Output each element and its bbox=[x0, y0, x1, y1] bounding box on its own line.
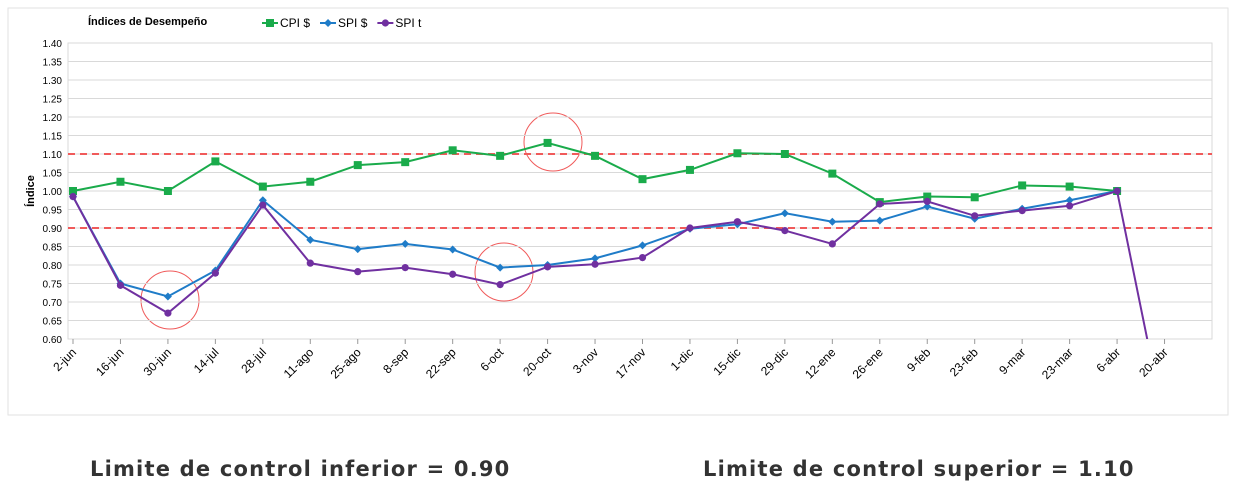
point bbox=[496, 281, 504, 289]
point bbox=[685, 165, 694, 174]
legend-marker bbox=[381, 19, 389, 27]
point bbox=[780, 209, 789, 218]
point bbox=[211, 269, 219, 277]
point bbox=[306, 259, 314, 267]
point bbox=[69, 192, 77, 201]
point bbox=[449, 270, 457, 278]
point bbox=[828, 240, 836, 248]
point bbox=[591, 260, 599, 268]
point bbox=[1066, 202, 1074, 210]
point bbox=[638, 175, 647, 184]
y-tick-label: 1.30 bbox=[43, 76, 63, 87]
y-tick-label: 0.85 bbox=[43, 243, 63, 254]
control-limit-label: Limite de control inferior = 0.90 bbox=[90, 457, 511, 481]
point bbox=[401, 239, 410, 248]
point bbox=[686, 224, 694, 232]
point bbox=[923, 202, 932, 211]
legend-marker bbox=[266, 19, 274, 27]
point bbox=[923, 192, 932, 201]
y-tick-label: 0.70 bbox=[43, 298, 63, 309]
point bbox=[448, 245, 457, 254]
chart-frame bbox=[7, 7, 1229, 416]
series-line bbox=[72, 189, 1149, 339]
point bbox=[543, 263, 552, 271]
point bbox=[401, 263, 409, 272]
legend-label: SPI $ bbox=[338, 16, 368, 30]
point bbox=[1065, 182, 1074, 191]
point bbox=[306, 177, 315, 186]
point bbox=[116, 177, 125, 186]
legend-label: SPI t bbox=[395, 16, 422, 30]
point bbox=[164, 309, 172, 317]
point bbox=[971, 212, 979, 220]
point bbox=[781, 226, 789, 235]
point bbox=[1113, 187, 1121, 195]
point bbox=[496, 151, 505, 160]
point bbox=[1018, 207, 1026, 215]
point bbox=[353, 161, 362, 170]
y-tick-label: 1.15 bbox=[43, 132, 63, 143]
control-limit-label: Limite de control superior = 1.10 bbox=[703, 457, 1135, 481]
legend-marker bbox=[324, 19, 333, 27]
point bbox=[1161, 421, 1168, 428]
point bbox=[875, 216, 884, 225]
point bbox=[828, 217, 837, 226]
legend-label: CPI $ bbox=[280, 16, 310, 30]
y-tick-label: 0.95 bbox=[43, 206, 63, 217]
point bbox=[780, 150, 789, 158]
y-tick-label: 1.40 bbox=[43, 39, 63, 50]
point bbox=[970, 193, 979, 202]
point bbox=[163, 187, 172, 195]
point bbox=[591, 254, 600, 263]
point bbox=[876, 200, 884, 208]
point bbox=[259, 201, 267, 209]
point bbox=[543, 138, 552, 147]
y-tick-label: 0.75 bbox=[43, 280, 63, 291]
point bbox=[163, 292, 172, 301]
point bbox=[353, 245, 362, 254]
y-tick-label: 0.65 bbox=[43, 317, 63, 328]
point bbox=[69, 187, 77, 195]
point bbox=[591, 151, 600, 160]
y-tick-label: 1.20 bbox=[43, 113, 63, 124]
point bbox=[638, 241, 647, 250]
point bbox=[354, 268, 362, 276]
point bbox=[638, 254, 647, 262]
highlight-circle bbox=[140, 270, 200, 330]
point bbox=[828, 169, 837, 178]
series-group bbox=[69, 138, 1168, 428]
point bbox=[733, 218, 742, 226]
point bbox=[733, 149, 742, 158]
point bbox=[1065, 196, 1074, 205]
chart-title: Índices de Desempeño bbox=[88, 15, 207, 28]
y-tick-label: 1.05 bbox=[43, 169, 63, 180]
y-tick-label: 0.60 bbox=[43, 335, 63, 346]
y-tick-label: 1.10 bbox=[43, 150, 63, 161]
y-tick-label: 1.00 bbox=[43, 187, 63, 198]
point bbox=[1018, 181, 1027, 190]
y-tick-label: 1.25 bbox=[43, 95, 63, 106]
point bbox=[116, 281, 125, 289]
point bbox=[401, 158, 410, 167]
point bbox=[496, 263, 505, 272]
point bbox=[448, 146, 457, 155]
y-tick-label: 0.90 bbox=[43, 224, 63, 235]
y-tick-label: 1.35 bbox=[43, 58, 63, 69]
point bbox=[306, 235, 315, 244]
point bbox=[211, 157, 220, 166]
point bbox=[258, 182, 267, 191]
y-axis-label: Índice bbox=[24, 175, 37, 207]
y-tick-label: 0.80 bbox=[43, 261, 63, 272]
highlight-circle bbox=[523, 112, 583, 172]
point bbox=[923, 197, 931, 205]
